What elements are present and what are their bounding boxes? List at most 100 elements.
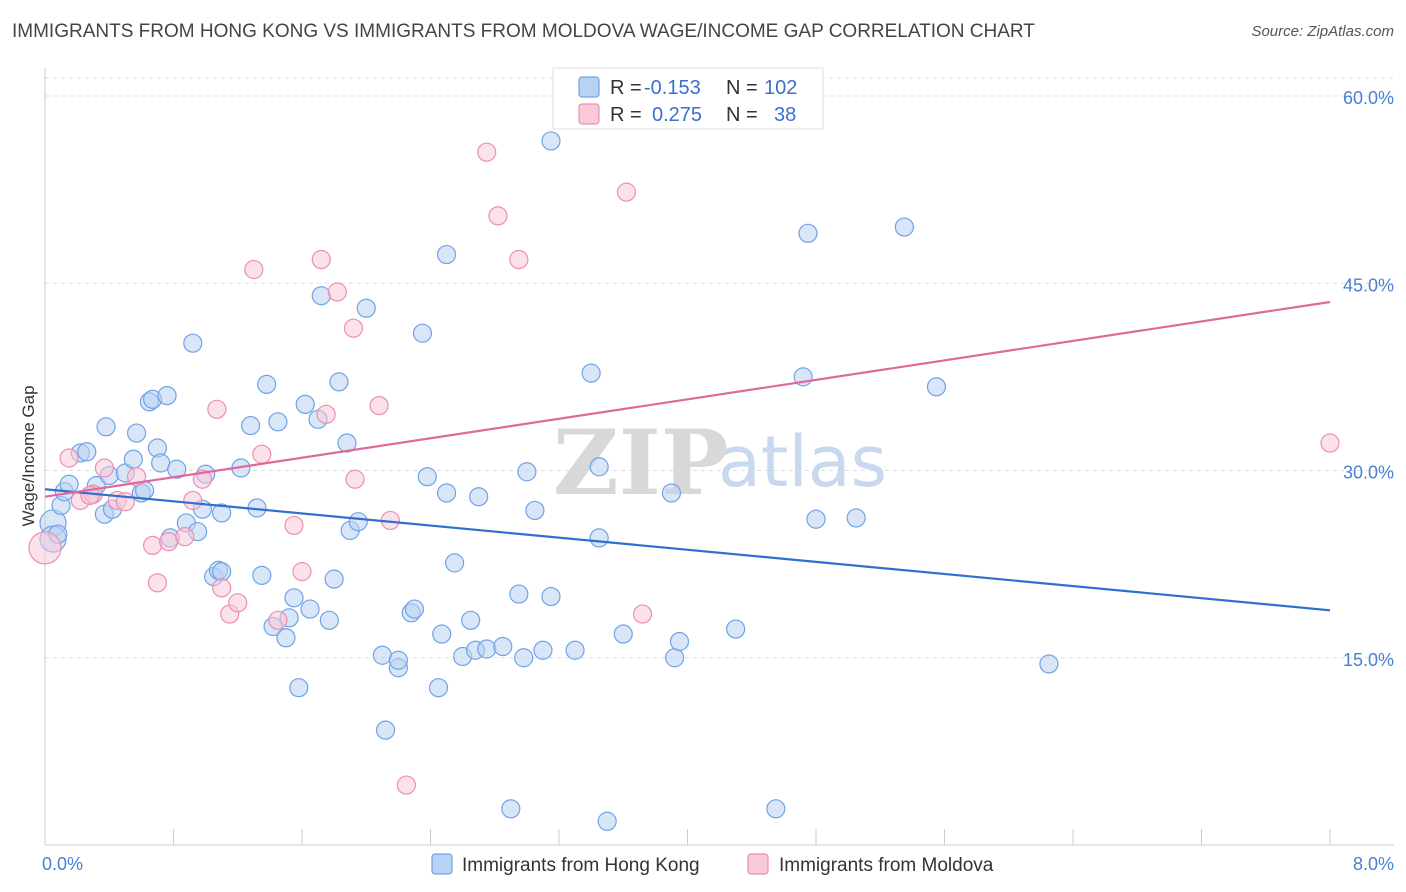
point-hong-kong (257, 374, 277, 394)
point-hong-kong (77, 442, 97, 462)
point-hong-kong (329, 372, 349, 392)
point-hong-kong (493, 636, 513, 657)
point-hong-kong (798, 223, 818, 243)
point-hong-kong (123, 449, 143, 469)
point-hong-kong (541, 586, 561, 607)
watermark: ZIP atlas (553, 410, 887, 516)
point-moldova (212, 578, 232, 598)
point-hong-kong (432, 624, 452, 644)
point-hong-kong (151, 453, 171, 473)
point-hong-kong (295, 394, 315, 414)
point-moldova (147, 573, 168, 593)
point-moldova (94, 458, 115, 478)
point-hong-kong (300, 599, 320, 619)
point-moldova (311, 249, 331, 270)
point-moldova (345, 469, 365, 489)
point-hong-kong (477, 639, 497, 659)
point-hong-kong (412, 323, 433, 343)
point-hong-kong (589, 457, 609, 477)
point-moldova (268, 610, 288, 630)
point-hong-kong (589, 528, 609, 548)
point-moldova (477, 142, 497, 162)
series-legend: Immigrants from Hong Kong Immigrants fro… (431, 853, 994, 876)
legend-r-value-2: 0.275 (652, 104, 702, 126)
point-moldova (207, 399, 227, 419)
point-hong-kong (241, 415, 261, 436)
point-moldova (192, 469, 213, 489)
legend-swatch-hong-kong (578, 76, 600, 98)
point-moldova (252, 444, 272, 464)
point-hong-kong (565, 640, 585, 660)
point-hong-kong (661, 483, 682, 503)
legend-n-value-2: 38 (774, 104, 796, 126)
point-hong-kong (375, 720, 396, 740)
point-moldova (616, 182, 637, 202)
legend-r-value-1: -0.153 (644, 77, 701, 99)
series-legend-swatch-hong-kong (431, 853, 453, 875)
point-moldova (396, 775, 417, 795)
correlation-legend: R = -0.153 N = 102 R = 0.275 N = 38 (552, 67, 824, 130)
legend-swatch-moldova (578, 103, 600, 125)
point-hong-kong (417, 467, 437, 487)
point-hong-kong (613, 624, 633, 644)
point-moldova (244, 259, 264, 280)
point-hong-kong (212, 562, 232, 582)
y-tick-label: 60.0% (1343, 88, 1394, 108)
legend-n-value-1: 102 (764, 77, 797, 99)
point-moldova (327, 282, 347, 302)
point-hong-kong (806, 509, 826, 529)
y-tick-label: 15.0% (1343, 650, 1394, 670)
point-hong-kong (324, 569, 344, 589)
point-hong-kong (525, 500, 545, 521)
chart-source: Source: ZipAtlas.com (1251, 23, 1394, 40)
point-hong-kong (126, 423, 147, 443)
legend-r-label-2: R = (610, 104, 642, 126)
trend-line-moldova (44, 300, 1331, 498)
y-tick-label: 45.0% (1343, 275, 1394, 295)
point-hong-kong (167, 459, 187, 479)
chart-title: IMMIGRANTS FROM HONG KONG VS IMMIGRANTS … (12, 21, 1035, 42)
point-moldova (228, 593, 248, 613)
point-hong-kong (372, 645, 392, 665)
point-moldova (292, 562, 312, 582)
point-hong-kong (926, 377, 947, 397)
point-hong-kong (404, 599, 425, 619)
axes (44, 68, 1394, 846)
y-axis-label: Wage/Income Gap (19, 385, 38, 526)
point-hong-kong (665, 648, 685, 668)
point-hong-kong (894, 217, 914, 237)
watermark-atlas: atlas (718, 421, 887, 503)
point-moldova (509, 249, 529, 270)
point-hong-kong (846, 508, 866, 528)
point-hong-kong (96, 417, 116, 437)
point-hong-kong (348, 512, 368, 532)
point-hong-kong (183, 333, 203, 353)
point-hong-kong (428, 678, 449, 698)
point-moldova (284, 515, 304, 536)
point-hong-kong (1039, 654, 1059, 674)
y-tick-labels: 15.0% 30.0% 45.0% 60.0% (1343, 88, 1394, 670)
point-hong-kong (319, 610, 339, 630)
point-hong-kong (311, 286, 331, 306)
point-moldova (183, 490, 203, 511)
point-hong-kong (436, 244, 457, 265)
trend-lines (44, 300, 1331, 612)
point-moldova (316, 404, 336, 424)
series-legend-label-hong-kong: Immigrants from Hong Kong (462, 855, 700, 876)
x-tick-label: 0.0% (42, 854, 83, 874)
point-moldova (343, 318, 363, 338)
point-hong-kong (533, 640, 553, 660)
legend-r-label-1: R = (610, 77, 642, 99)
point-hong-kong (469, 487, 489, 507)
point-moldova (488, 206, 508, 226)
point-hong-kong (276, 628, 296, 648)
point-hong-kong (444, 553, 465, 573)
point-hong-kong (766, 799, 786, 819)
legend-n-label-2: N = (726, 104, 758, 126)
point-moldova (1320, 433, 1340, 453)
series-hong-kong (39, 131, 1059, 831)
point-hong-kong (461, 610, 481, 630)
point-hong-kong (356, 298, 376, 318)
series-moldova (28, 142, 1340, 795)
